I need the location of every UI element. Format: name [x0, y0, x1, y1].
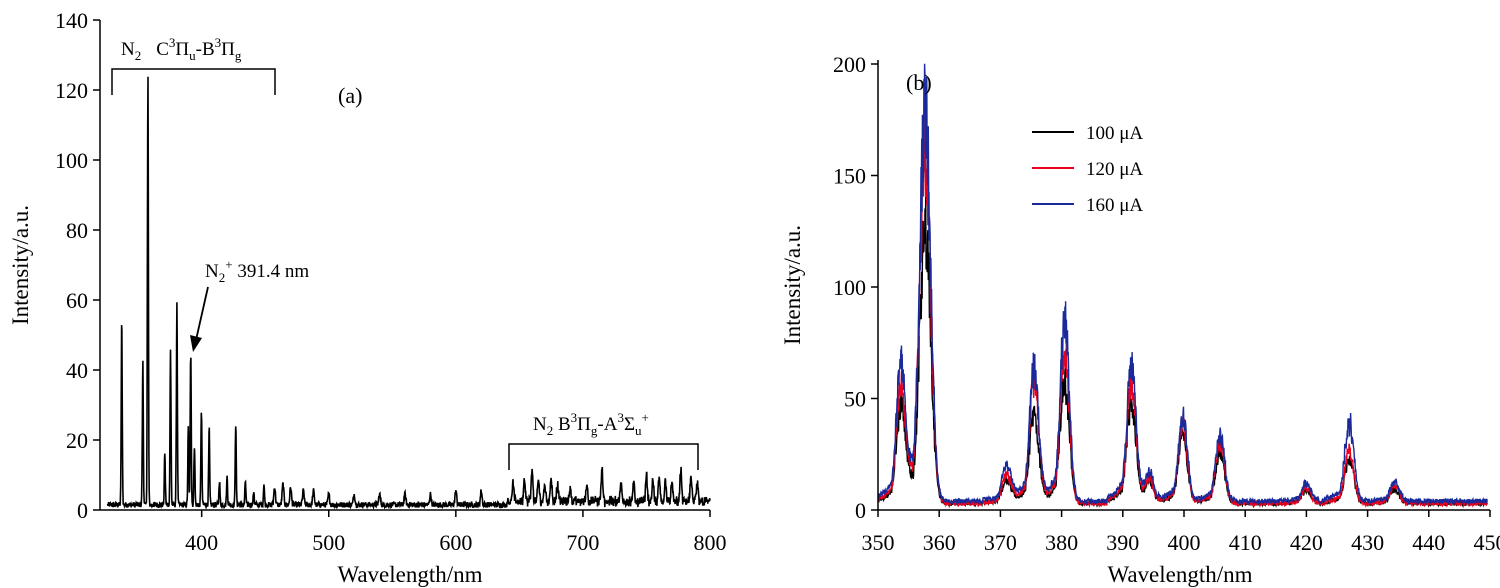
panel-a-x-tick-label: 500: [312, 530, 345, 555]
panel-b-label: (b): [906, 70, 932, 95]
panel-b-x-label: Wavelength/nm: [1107, 562, 1252, 587]
panel-b-y-tick-label: 0: [855, 498, 866, 523]
panel-a-plot-area: [106, 76, 711, 511]
panel-a-x-label: Wavelength/nm: [337, 562, 482, 587]
panel-a-y-label: Intensity/a.u.: [8, 205, 33, 325]
panel-a: 0 20 40 60 80 100 120 140 400 500 600 700 800 Wavele…: [8, 8, 727, 587]
legend-label: 100 μA: [1086, 123, 1143, 144]
band1-label: N2 C3Πu-B3Πg: [121, 35, 242, 63]
panel-b-series-line: [877, 94, 1488, 509]
band2-bracket: [508, 443, 699, 470]
panel-b-legend: 100 μA 120 μA 160 μA: [1032, 123, 1143, 216]
panel-b-x-tick-label: 400: [1168, 530, 1201, 555]
panel-a-label: (a): [338, 83, 362, 108]
panel-a-spectrum: [106, 76, 711, 511]
panel-a-y-tick-label: 100: [55, 148, 88, 173]
panel-a-y-tick-label: 80: [66, 218, 88, 243]
panel-a-x-tick-label: 600: [439, 530, 472, 555]
panel-b-y-tick-label: 150: [833, 164, 866, 189]
panel-b-y-label: Intensity/a.u.: [780, 225, 805, 345]
panel-b-x-tick-label: 360: [923, 530, 956, 555]
panel-b: 0 50 100 150 200 350 360 370 380 390 400 410 420 430 4…: [780, 52, 1500, 587]
band2-label: N2 B3Πg-A3Σu+: [533, 410, 649, 438]
panel-a-y-tick-label: 120: [55, 78, 88, 103]
panel-b-ticks: 0 50 100 150 200 350 360 370 380 390 400 410 420 430 4…: [833, 52, 1500, 555]
panel-b-y-tick-label: 100: [833, 275, 866, 300]
panel-b-x-tick-label: 450: [1474, 530, 1500, 555]
panel-b-x-tick-label: 410: [1229, 530, 1262, 555]
panel-b-x-tick-label: 440: [1412, 530, 1445, 555]
panel-a-y-tick-label: 20: [66, 428, 88, 453]
panel-a-y-tick-label: 60: [66, 288, 88, 313]
panel-b-series-line: [877, 196, 1488, 509]
legend-label: 120 μA: [1086, 159, 1143, 180]
band1-bracket: [111, 68, 276, 95]
panel-b-x-tick-label: 370: [984, 530, 1017, 555]
panel-b-x-tick-label: 420: [1290, 530, 1323, 555]
panel-a-x-tick-label: 400: [185, 530, 218, 555]
panel-a-y-tick-label: 40: [66, 358, 88, 383]
panel-a-x-tick-label: 800: [694, 530, 727, 555]
panel-a-ticks: 0 20 40 60 80 100 120 140 400 500 600 700 800: [55, 8, 727, 555]
panel-b-x-tick-label: 350: [862, 530, 895, 555]
panel-b-x-tick-label: 390: [1106, 530, 1139, 555]
panel-b-y-tick-label: 50: [844, 387, 866, 412]
ion-arrow-head: [190, 335, 202, 352]
panel-a-y-tick-label: 140: [55, 8, 88, 33]
legend-label: 160 μA: [1086, 195, 1143, 216]
panel-b-series-line: [877, 63, 1488, 507]
panel-b-y-tick-label: 200: [833, 52, 866, 77]
ion-arrow: [195, 286, 209, 341]
panel-b-x-tick-label: 430: [1351, 530, 1384, 555]
panel-a-x-tick-label: 700: [566, 530, 599, 555]
panel-b-x-tick-label: 380: [1045, 530, 1078, 555]
ion-label: N2+ 391.4 nm: [205, 257, 309, 285]
panel-a-y-tick-label: 0: [77, 498, 88, 523]
panel-b-plot-area: [877, 63, 1488, 509]
